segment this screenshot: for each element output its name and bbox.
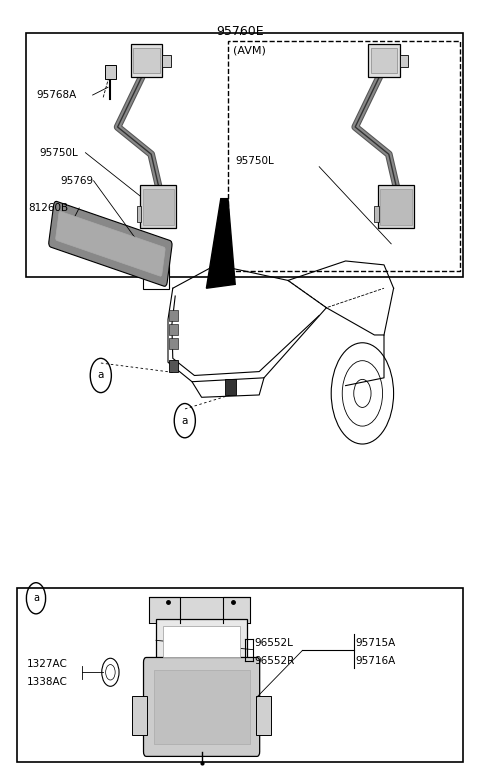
Bar: [162, 55, 171, 67]
Bar: [136, 206, 142, 222]
FancyBboxPatch shape: [144, 657, 260, 756]
Bar: [163, 626, 240, 657]
Bar: [399, 55, 408, 67]
Bar: [374, 206, 379, 222]
Bar: [154, 670, 250, 744]
Text: 81260B: 81260B: [28, 203, 68, 213]
Text: 95760E: 95760E: [216, 25, 264, 38]
Text: (AVM): (AVM): [233, 46, 265, 55]
Text: 95750L: 95750L: [40, 148, 79, 157]
Bar: [156, 619, 247, 662]
Bar: [369, 44, 399, 77]
Bar: [131, 44, 162, 77]
Text: 1338AC: 1338AC: [26, 677, 67, 686]
Text: 95716A: 95716A: [355, 656, 396, 665]
Text: 95715A: 95715A: [355, 638, 396, 647]
Text: 1327AC: 1327AC: [26, 659, 67, 668]
Text: a: a: [97, 371, 104, 380]
Bar: [225, 379, 236, 395]
Bar: [132, 696, 147, 735]
Polygon shape: [149, 597, 250, 623]
Bar: [140, 185, 177, 228]
Text: 96552R: 96552R: [254, 656, 295, 665]
Bar: [143, 259, 169, 289]
Polygon shape: [206, 199, 235, 288]
Bar: [143, 189, 174, 225]
Bar: [17, 588, 463, 762]
Bar: [256, 696, 271, 735]
Bar: [133, 48, 159, 73]
Bar: [105, 65, 116, 79]
Text: 95769: 95769: [60, 176, 93, 185]
Text: a: a: [181, 416, 188, 425]
Bar: [169, 360, 178, 372]
Bar: [169, 324, 178, 335]
Bar: [378, 185, 414, 228]
Text: 95750L: 95750L: [235, 157, 274, 166]
Bar: [169, 338, 178, 349]
Bar: [228, 41, 460, 271]
Bar: [26, 33, 463, 277]
Text: 96552L: 96552L: [254, 638, 293, 647]
Bar: [381, 189, 412, 225]
Text: 95768A: 95768A: [36, 90, 76, 100]
Text: a: a: [33, 594, 39, 603]
FancyBboxPatch shape: [49, 201, 172, 287]
Bar: [169, 310, 178, 321]
Bar: [371, 48, 397, 73]
FancyBboxPatch shape: [56, 211, 165, 277]
